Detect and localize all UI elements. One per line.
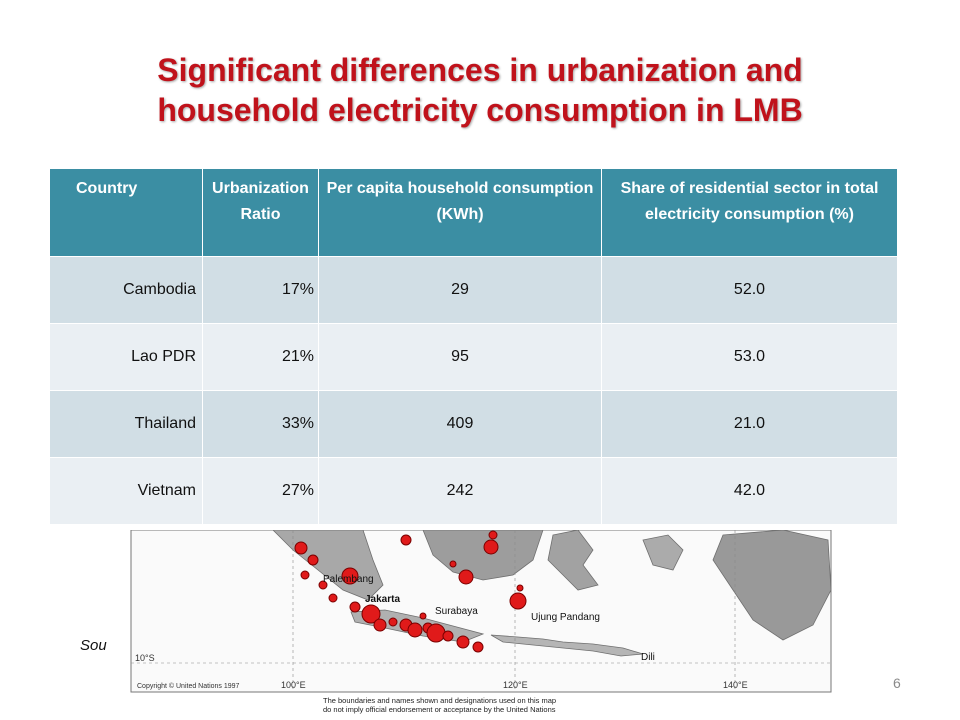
southeast-asia-map: Palembang Jakarta Surabaya Ujung Pandang… xyxy=(123,530,835,715)
map-disclaimer-line1: The boundaries and names shown and desig… xyxy=(323,696,556,705)
map-label-surabaya: Surabaya xyxy=(435,606,478,617)
table-row: Vietnam 27% 242 42.0 xyxy=(49,457,898,525)
slide-title: Significant differences in urbanization … xyxy=(60,50,900,130)
cell-urbanization: 27% xyxy=(202,457,319,525)
city-dot xyxy=(509,592,527,610)
map-label-120e: 120°E xyxy=(503,680,528,690)
cell-country: Lao PDR xyxy=(49,323,203,391)
map-label-palembang: Palembang xyxy=(323,574,374,585)
map-label-10s: 10°S xyxy=(135,653,155,663)
cell-urbanization: 21% xyxy=(202,323,319,391)
cell-residential-share: 53.0 xyxy=(601,323,898,391)
city-dot xyxy=(361,604,381,624)
map-label-jakarta: Jakarta xyxy=(365,594,400,605)
city-dot xyxy=(294,541,308,555)
city-markers xyxy=(294,530,527,653)
cell-residential-share: 21.0 xyxy=(601,390,898,458)
city-dot xyxy=(516,584,524,592)
city-dot xyxy=(426,623,446,643)
table-row: Thailand 33% 409 21.0 xyxy=(49,390,898,458)
city-dot xyxy=(442,630,454,642)
city-dot xyxy=(400,534,412,546)
cell-residential-share: 42.0 xyxy=(601,457,898,525)
slide-title-line2: household electricity consumption in LMB xyxy=(157,92,803,128)
city-dot xyxy=(318,580,328,590)
table-row: Lao PDR 21% 95 53.0 xyxy=(49,323,898,391)
city-dot xyxy=(419,612,427,620)
source-label: Sou xyxy=(80,637,107,654)
map-label-140e: 140°E xyxy=(723,680,748,690)
city-dot xyxy=(488,530,498,540)
map-label-ujung-pandang: Ujung Pandang xyxy=(531,612,600,623)
moluccas-landmass xyxy=(642,534,684,571)
city-dot xyxy=(407,622,423,638)
cell-urbanization: 17% xyxy=(202,256,319,324)
city-dot xyxy=(483,539,499,555)
lesser-sunda-islands xyxy=(490,634,644,657)
city-dot xyxy=(300,570,310,580)
cell-per-capita: 29 xyxy=(318,256,602,324)
new-guinea-landmass xyxy=(712,530,832,641)
city-dot xyxy=(388,617,398,627)
electricity-table: Country Urbanization Ratio Per capita ho… xyxy=(49,168,898,525)
cell-residential-share: 52.0 xyxy=(601,256,898,324)
slide-title-line1: Significant differences in urbanization … xyxy=(157,52,803,88)
header-per-capita-consumption: Per capita household consumption (KWh) xyxy=(318,168,602,257)
cell-per-capita: 409 xyxy=(318,390,602,458)
city-dot xyxy=(458,569,474,585)
map-copyright: Copyright © United Nations 1997 xyxy=(137,682,240,690)
table-row: Cambodia 17% 29 52.0 xyxy=(49,256,898,324)
cell-country: Cambodia xyxy=(49,256,203,324)
map-disclaimer-line2: do not imply official endorsement or acc… xyxy=(323,705,556,714)
city-dot xyxy=(373,618,387,632)
table-header-row: Country Urbanization Ratio Per capita ho… xyxy=(49,168,898,257)
city-dot xyxy=(341,567,359,585)
cell-urbanization: 33% xyxy=(202,390,319,458)
header-urbanization-ratio: Urbanization Ratio xyxy=(202,168,319,257)
page-number: 6 xyxy=(893,675,901,691)
city-dot xyxy=(349,601,361,613)
city-dot xyxy=(472,641,484,653)
city-dot xyxy=(328,593,338,603)
sulawesi-landmass xyxy=(547,530,599,591)
city-dot xyxy=(307,554,319,566)
cell-per-capita: 95 xyxy=(318,323,602,391)
cell-per-capita: 242 xyxy=(318,457,602,525)
header-residential-share: Share of residential sector in total ele… xyxy=(601,168,898,257)
map-label-dili: Dili xyxy=(641,652,655,663)
cell-country: Vietnam xyxy=(49,457,203,525)
map-label-100e: 100°E xyxy=(281,680,306,690)
header-country: Country xyxy=(49,168,203,257)
city-dot xyxy=(449,560,457,568)
city-dot xyxy=(456,635,470,649)
cell-country: Thailand xyxy=(49,390,203,458)
